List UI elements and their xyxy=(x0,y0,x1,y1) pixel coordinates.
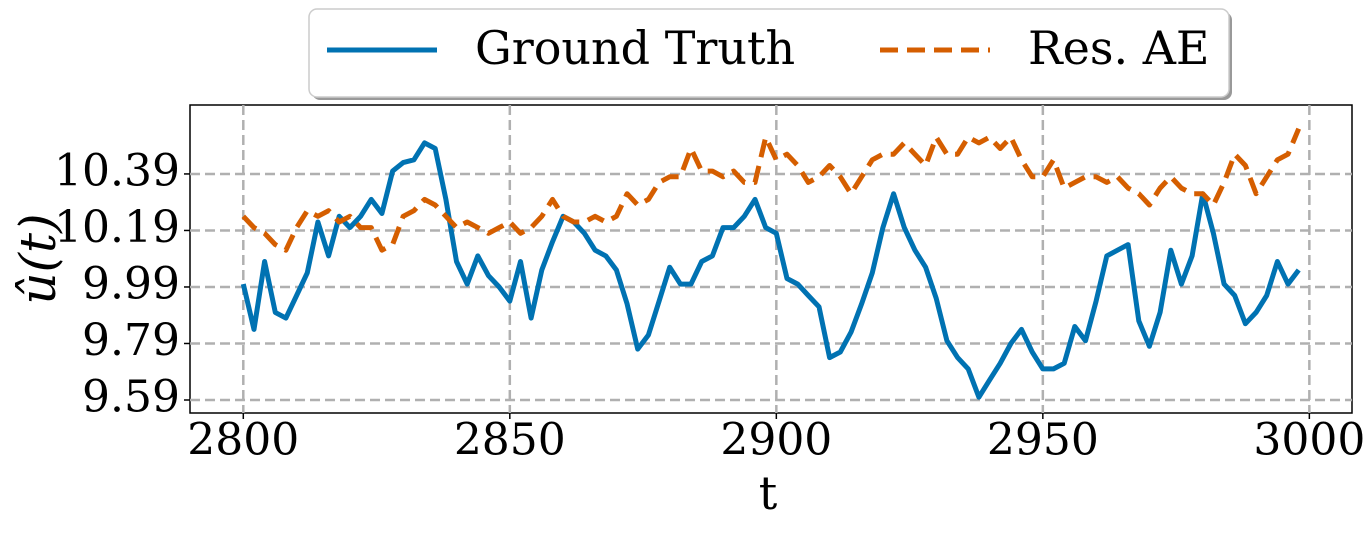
x-tick-label: 2800 xyxy=(187,415,299,466)
legend-box xyxy=(308,8,1230,98)
y-tick-label: 9.99 xyxy=(82,258,180,309)
x-tick-label: 2900 xyxy=(720,415,832,466)
y-tick-label: 9.79 xyxy=(82,315,180,366)
legend-label: Ground Truth xyxy=(475,21,795,75)
legend-label: Res. AE xyxy=(1028,21,1210,75)
y-tick-label: 9.59 xyxy=(82,372,180,423)
series-line xyxy=(241,127,1302,253)
x-tick-label: 3000 xyxy=(1253,415,1365,466)
y-tick-label: 10.19 xyxy=(54,202,180,253)
x-axis-label: t xyxy=(759,466,778,520)
y-tick-label: 10.39 xyxy=(54,145,180,196)
series-line xyxy=(240,140,1301,400)
plot-frame xyxy=(189,104,1353,414)
legend: Ground Truth Res. AE xyxy=(308,8,1232,100)
x-tick-label: 2850 xyxy=(454,415,566,466)
x-tick-label: 2950 xyxy=(987,415,1099,466)
y-axis-label: û(t) xyxy=(9,213,67,304)
